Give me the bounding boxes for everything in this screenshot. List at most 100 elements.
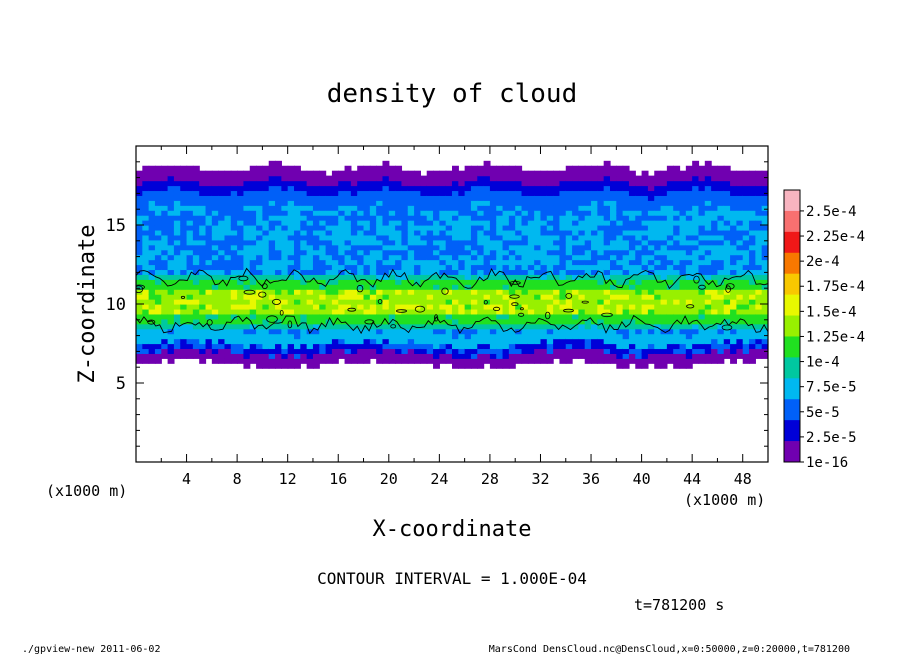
heat-cell — [281, 269, 289, 275]
heat-cell — [338, 239, 346, 246]
heat-cell — [711, 185, 719, 192]
heat-cell — [635, 328, 643, 335]
heat-cell — [483, 343, 491, 350]
heat-cell — [647, 294, 655, 300]
heat-cell — [584, 175, 592, 182]
heat-cell — [331, 274, 339, 280]
heat-cell — [755, 323, 763, 330]
heat-cell — [357, 348, 365, 354]
heat-cell — [237, 229, 245, 236]
heat-cell — [173, 259, 181, 266]
heat-cell — [584, 234, 592, 241]
heat-cell — [711, 353, 719, 359]
heat-cell — [597, 239, 605, 246]
heat-cell — [692, 313, 700, 320]
heat-cell — [452, 279, 459, 285]
heat-cell — [249, 244, 257, 251]
heat-cell — [268, 225, 276, 231]
heat-cell — [711, 313, 719, 320]
heat-cell — [350, 200, 358, 206]
heat-cell — [565, 269, 573, 275]
heat-cell — [350, 264, 358, 271]
heat-cell — [376, 308, 384, 315]
heat-cell — [237, 195, 245, 201]
heat-cell — [730, 180, 737, 187]
heat-cell — [496, 284, 504, 290]
heat-cell — [717, 170, 725, 177]
heat-cell — [439, 210, 447, 216]
heat-cell — [294, 328, 301, 335]
heat-cell — [376, 279, 384, 285]
colorbar-label: 1.25e-4 — [806, 329, 865, 345]
heat-cell — [553, 289, 561, 295]
heat-cell — [477, 200, 485, 206]
heat-cell — [610, 185, 617, 192]
heat-cell — [420, 225, 428, 231]
heat-cell — [698, 190, 706, 196]
heat-cell — [483, 269, 491, 275]
heat-cell — [635, 200, 643, 206]
heat-cell — [167, 294, 175, 300]
heat-cell — [376, 220, 384, 226]
heat-cell — [243, 200, 251, 206]
heat-cell — [186, 313, 194, 320]
contour-loop — [520, 307, 524, 311]
heat-cell — [433, 229, 440, 236]
heat-cell — [294, 175, 301, 182]
heat-cell — [224, 328, 232, 335]
heat-cell — [388, 180, 396, 187]
heat-cell — [407, 343, 415, 350]
heat-cell — [357, 269, 365, 275]
heat-cell — [553, 249, 561, 256]
heat-cell — [736, 294, 744, 300]
heat-cell — [243, 205, 251, 211]
contour-loop — [377, 299, 383, 304]
heat-cell — [268, 244, 276, 251]
heat-cell — [350, 338, 358, 345]
heat-cell — [426, 205, 434, 211]
heat-cell — [704, 210, 712, 216]
heat-cell — [515, 304, 523, 310]
heat-cell — [275, 363, 282, 369]
heat-cell — [211, 220, 219, 226]
heat-cell — [470, 363, 478, 369]
heat-cell — [224, 175, 232, 182]
heat-cell — [407, 348, 415, 354]
heat-cell — [534, 195, 542, 201]
heat-cell — [654, 294, 662, 300]
heat-cell — [641, 318, 649, 325]
heat-cell — [489, 348, 497, 354]
heat-cell — [597, 180, 605, 187]
heat-cell — [540, 274, 548, 280]
heat-cell — [230, 264, 238, 271]
heat-cell — [388, 269, 396, 275]
heat-cell — [477, 185, 485, 192]
heat-cell — [275, 264, 282, 271]
heat-cell — [382, 225, 390, 231]
heat-cell — [635, 254, 643, 261]
heat-cell — [224, 200, 232, 206]
heat-cell — [679, 333, 687, 340]
heat-cell — [673, 190, 681, 196]
heat-cell — [243, 333, 251, 340]
heat-cell — [635, 348, 643, 354]
heat-cell — [262, 225, 270, 231]
heat-cell — [527, 323, 535, 330]
heat-cell — [477, 205, 485, 211]
heat-cell — [369, 205, 377, 211]
heat-cell — [470, 254, 478, 261]
heat-cell — [186, 323, 194, 330]
heat-cell — [142, 313, 150, 320]
heat-cell — [433, 259, 440, 266]
heat-cell — [610, 165, 617, 172]
heat-cell — [350, 304, 358, 310]
heat-cell — [136, 308, 143, 315]
heat-cell — [268, 180, 276, 187]
heat-cell — [224, 343, 232, 350]
heat-cell — [540, 328, 548, 335]
heat-cell — [628, 304, 636, 310]
heat-cell — [325, 294, 333, 300]
heat-cell — [578, 225, 586, 231]
colorbar-label: 1.5e-4 — [806, 304, 857, 320]
heat-cell — [262, 274, 270, 280]
